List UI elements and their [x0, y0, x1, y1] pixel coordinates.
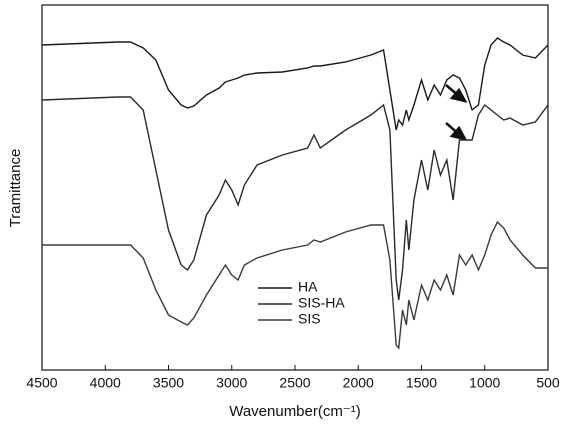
x-tick-label: 4500	[26, 375, 57, 391]
arrow-head	[449, 125, 468, 141]
legend-label: HA	[298, 279, 318, 295]
arrow-head	[449, 87, 468, 103]
arrows	[445, 84, 468, 141]
x-tick-label: 4000	[90, 375, 121, 391]
x-tick-label: 1000	[469, 375, 500, 391]
series-line	[41, 37, 549, 131]
x-axis-label: Wavenumber(cm⁻¹)	[229, 403, 361, 420]
series-line	[41, 96, 549, 301]
x-tick-label: 3500	[153, 375, 184, 391]
legend-label: SIS-HA	[298, 295, 345, 311]
series-line	[42, 220, 548, 350]
x-tick-label: 1500	[406, 375, 437, 391]
y-axis-label: Tramittance	[7, 149, 24, 228]
legend-label: SIS	[298, 311, 321, 327]
x-tick-label: 500	[536, 375, 560, 391]
x-tick-label: 3000	[216, 375, 247, 391]
x-tick-label: 2000	[343, 375, 374, 391]
x-tick-label: 2500	[279, 375, 310, 391]
plot-frame	[41, 4, 549, 371]
